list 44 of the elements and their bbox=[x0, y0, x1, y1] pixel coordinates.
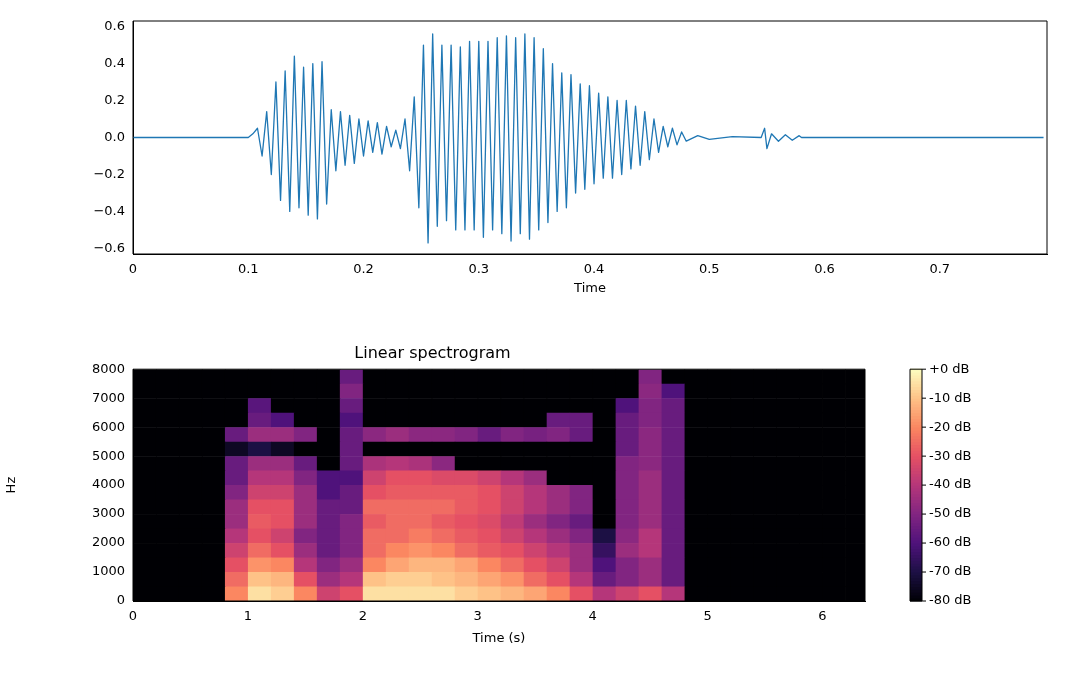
color-bar-label: -50 dB bbox=[929, 505, 972, 521]
x-tick-label: 0.6 bbox=[814, 261, 835, 277]
y-tick-label: −0.6 bbox=[93, 239, 125, 255]
x-tick-label: 0.4 bbox=[583, 261, 605, 277]
y-tick-label: 0.4 bbox=[104, 54, 125, 70]
y-tick-label: 7000 bbox=[91, 389, 125, 405]
x-tick-label: 0.2 bbox=[353, 261, 374, 277]
x-tick-label: 1 bbox=[243, 608, 253, 624]
x-axis-title: Time bbox=[573, 279, 606, 295]
color-bar-label: -70 dB bbox=[929, 563, 972, 579]
x-tick-label: 0 bbox=[128, 261, 138, 277]
x-tick-label: 3 bbox=[473, 608, 482, 624]
color-bar-label: -40 dB bbox=[929, 476, 972, 492]
x-tick-label: 0.1 bbox=[237, 261, 259, 277]
y-tick-label: 0.2 bbox=[104, 91, 125, 107]
y-axis-title: Hz bbox=[3, 476, 19, 494]
x-tick-label: 4 bbox=[588, 608, 597, 624]
y-tick-label: 5000 bbox=[91, 447, 125, 463]
y-tick-label: −0.2 bbox=[93, 165, 125, 181]
y-tick-label: 0 bbox=[116, 592, 125, 608]
y-tick-label: 0.0 bbox=[104, 128, 125, 144]
chart-title: Linear spectrogram bbox=[354, 342, 511, 362]
x-tick-label: 2 bbox=[358, 608, 367, 624]
color-bar-label: -20 dB bbox=[929, 418, 972, 434]
color-bar-label: -60 dB bbox=[929, 534, 972, 550]
y-tick-label: 2000 bbox=[91, 534, 125, 550]
color-bar-label: -30 dB bbox=[929, 447, 972, 463]
x-tick-label: 6 bbox=[818, 608, 827, 624]
y-tick-label: 1000 bbox=[91, 563, 125, 579]
y-tick-label: 0.6 bbox=[104, 17, 125, 33]
x-tick-label: 0.3 bbox=[468, 261, 490, 277]
color-bar-label: -80 dB bbox=[929, 592, 972, 608]
color-bar-label: -10 dB bbox=[929, 389, 972, 405]
y-tick-label: 4000 bbox=[91, 476, 125, 492]
x-axis-title: Time (s) bbox=[471, 629, 526, 645]
x-tick-label: 0.5 bbox=[698, 261, 720, 277]
y-tick-label: 3000 bbox=[91, 505, 125, 521]
x-tick-label: 0.7 bbox=[929, 261, 951, 277]
y-tick-label: −0.4 bbox=[93, 202, 125, 218]
y-tick-label: 8000 bbox=[91, 360, 125, 376]
x-tick-label: 5 bbox=[703, 608, 712, 624]
x-tick-label: 0 bbox=[128, 608, 138, 624]
color-bar-label: +0 dB bbox=[929, 360, 970, 376]
y-tick-label: 6000 bbox=[91, 418, 125, 434]
